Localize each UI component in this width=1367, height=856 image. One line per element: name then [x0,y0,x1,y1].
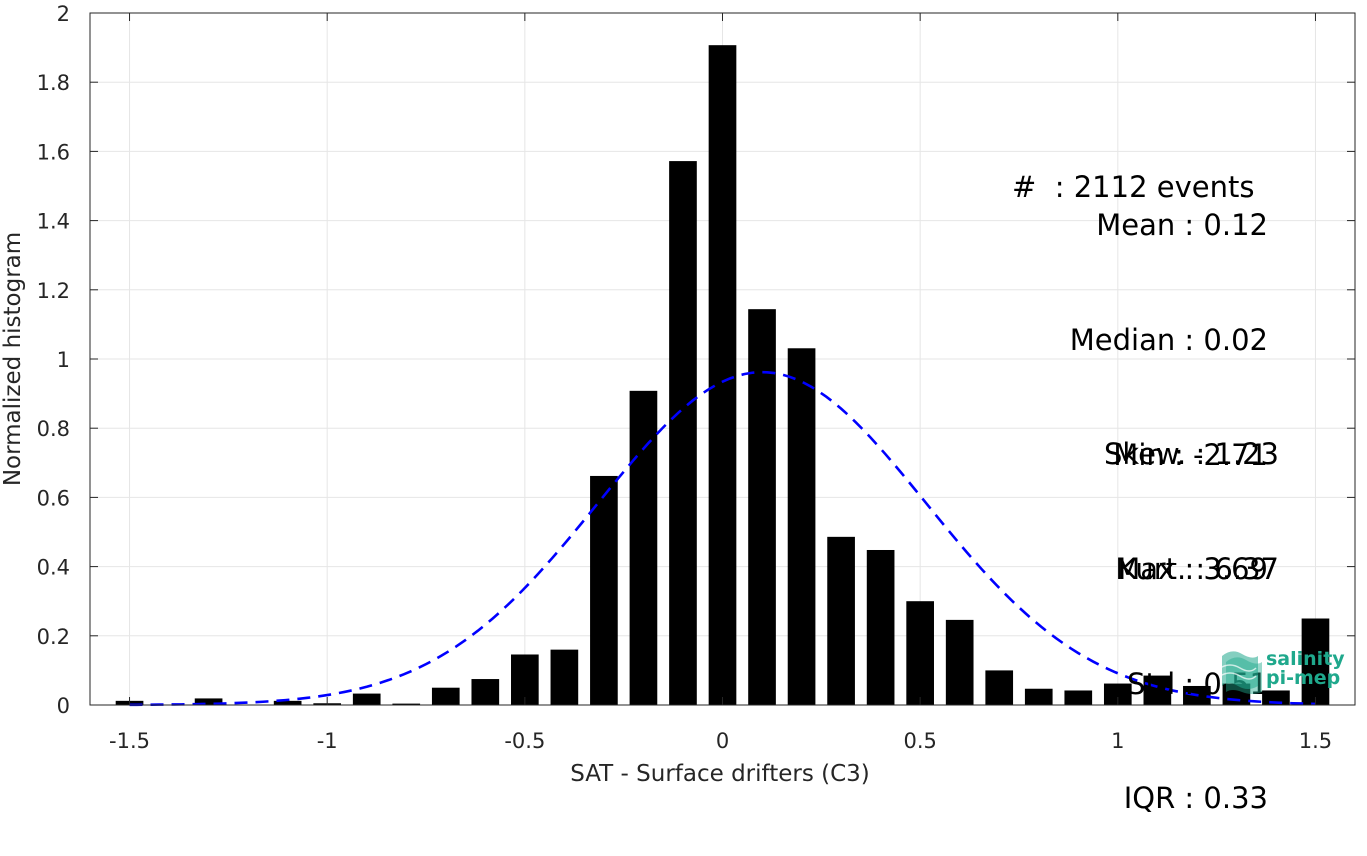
x-tick-label-6: 1.5 [1299,729,1332,753]
bar-24 [1064,690,1093,705]
bar-19 [866,549,895,705]
bar-10 [511,654,539,705]
bar-14 [669,161,697,705]
y-tick-label-0: 0 [57,694,70,718]
y-tick-label-5: 1 [57,348,70,372]
bar-16 [748,309,776,705]
stat-count: # : 2112 events [1012,170,1255,205]
bar-22 [985,670,1014,705]
salinity-pimep-logo: salinity pi-mep [1218,646,1348,694]
y-tick-label-7: 1.4 [37,210,70,234]
bar-17 [787,348,816,705]
bar-29 [1262,690,1290,705]
statistics-panel: # : 2112 events [1010,92,1254,245]
logo-line-2: pi-mep [1266,667,1341,689]
bar-8 [431,687,460,705]
y-tick-label-2: 0.4 [37,556,70,580]
stat-kurtosis: Kurt. : 6.37 [1117,552,1279,587]
histogram-bars [115,45,1330,706]
x-tick-label-0: -1.5 [109,729,150,753]
bar-12 [590,475,618,705]
x-tick-label-5: 1 [1111,729,1124,753]
y-tick-label-4: 0.8 [37,417,70,441]
y-tick-label-6: 1.2 [37,279,70,303]
bar-6 [352,693,381,705]
stat-max: Max : 3.69 [1115,552,1268,587]
normal-fit-curve [129,370,1316,707]
x-tick-label-3: 0 [716,729,729,753]
bar-2 [194,698,223,705]
stat-mean: Mean : 0.12 [1096,208,1268,243]
bar-7 [392,703,421,705]
y-tick-label-1: 0.2 [37,625,70,649]
bar-21 [945,619,974,705]
bar-20 [906,601,934,705]
bar-30 [1301,618,1330,705]
logo-line-1: salinity [1266,648,1345,670]
y-tick-label-3: 0.6 [37,486,70,510]
statistics-moments: Skew. : 1.23 Kurt. : 6.37 [1104,359,1279,626]
x-tick-label-2: -0.5 [504,729,545,753]
stat-min: Min : -2.71 [1113,437,1268,472]
y-tick-label-10: 2 [57,2,70,26]
x-tick-label-4: 0.5 [903,729,936,753]
bar-23 [1024,688,1053,705]
x-tick-label-1: -1 [317,729,338,753]
y-tick-labels: 0 0.2 0.4 0.6 0.8 1 1.2 1.4 1.6 1.8 2 [37,2,70,718]
y-tick-label-8: 1.6 [37,140,70,164]
stat-median: Median : 0.02 [1069,323,1268,358]
histogram-chart: -1.5 -1 -0.5 0 0.5 1 1.5 0 0.2 0.4 0.6 0.8 1 1.2 1.4 1… [0,2,1356,785]
bar-11 [550,649,579,705]
x-tick-labels: -1.5 -1 -0.5 0 0.5 1 1.5 [109,729,1332,753]
stat-skewness: Skew. : 1.23 [1103,437,1279,472]
bar-25 [1103,683,1132,705]
bar-9 [471,679,500,705]
salinity-wave-icon [1219,651,1262,694]
x-axis-label: SAT - Surface drifters (C3) [570,761,870,785]
bar-18 [827,536,855,705]
bar-4 [273,700,302,705]
stat-iqr: IQR : 0.33 [1123,781,1268,816]
y-axis-label: Normalized histogram [0,232,26,486]
y-tick-label-9: 1.8 [37,71,70,95]
axis-ticks [90,12,1355,706]
bar-13 [629,390,658,705]
bar-15 [708,45,737,706]
